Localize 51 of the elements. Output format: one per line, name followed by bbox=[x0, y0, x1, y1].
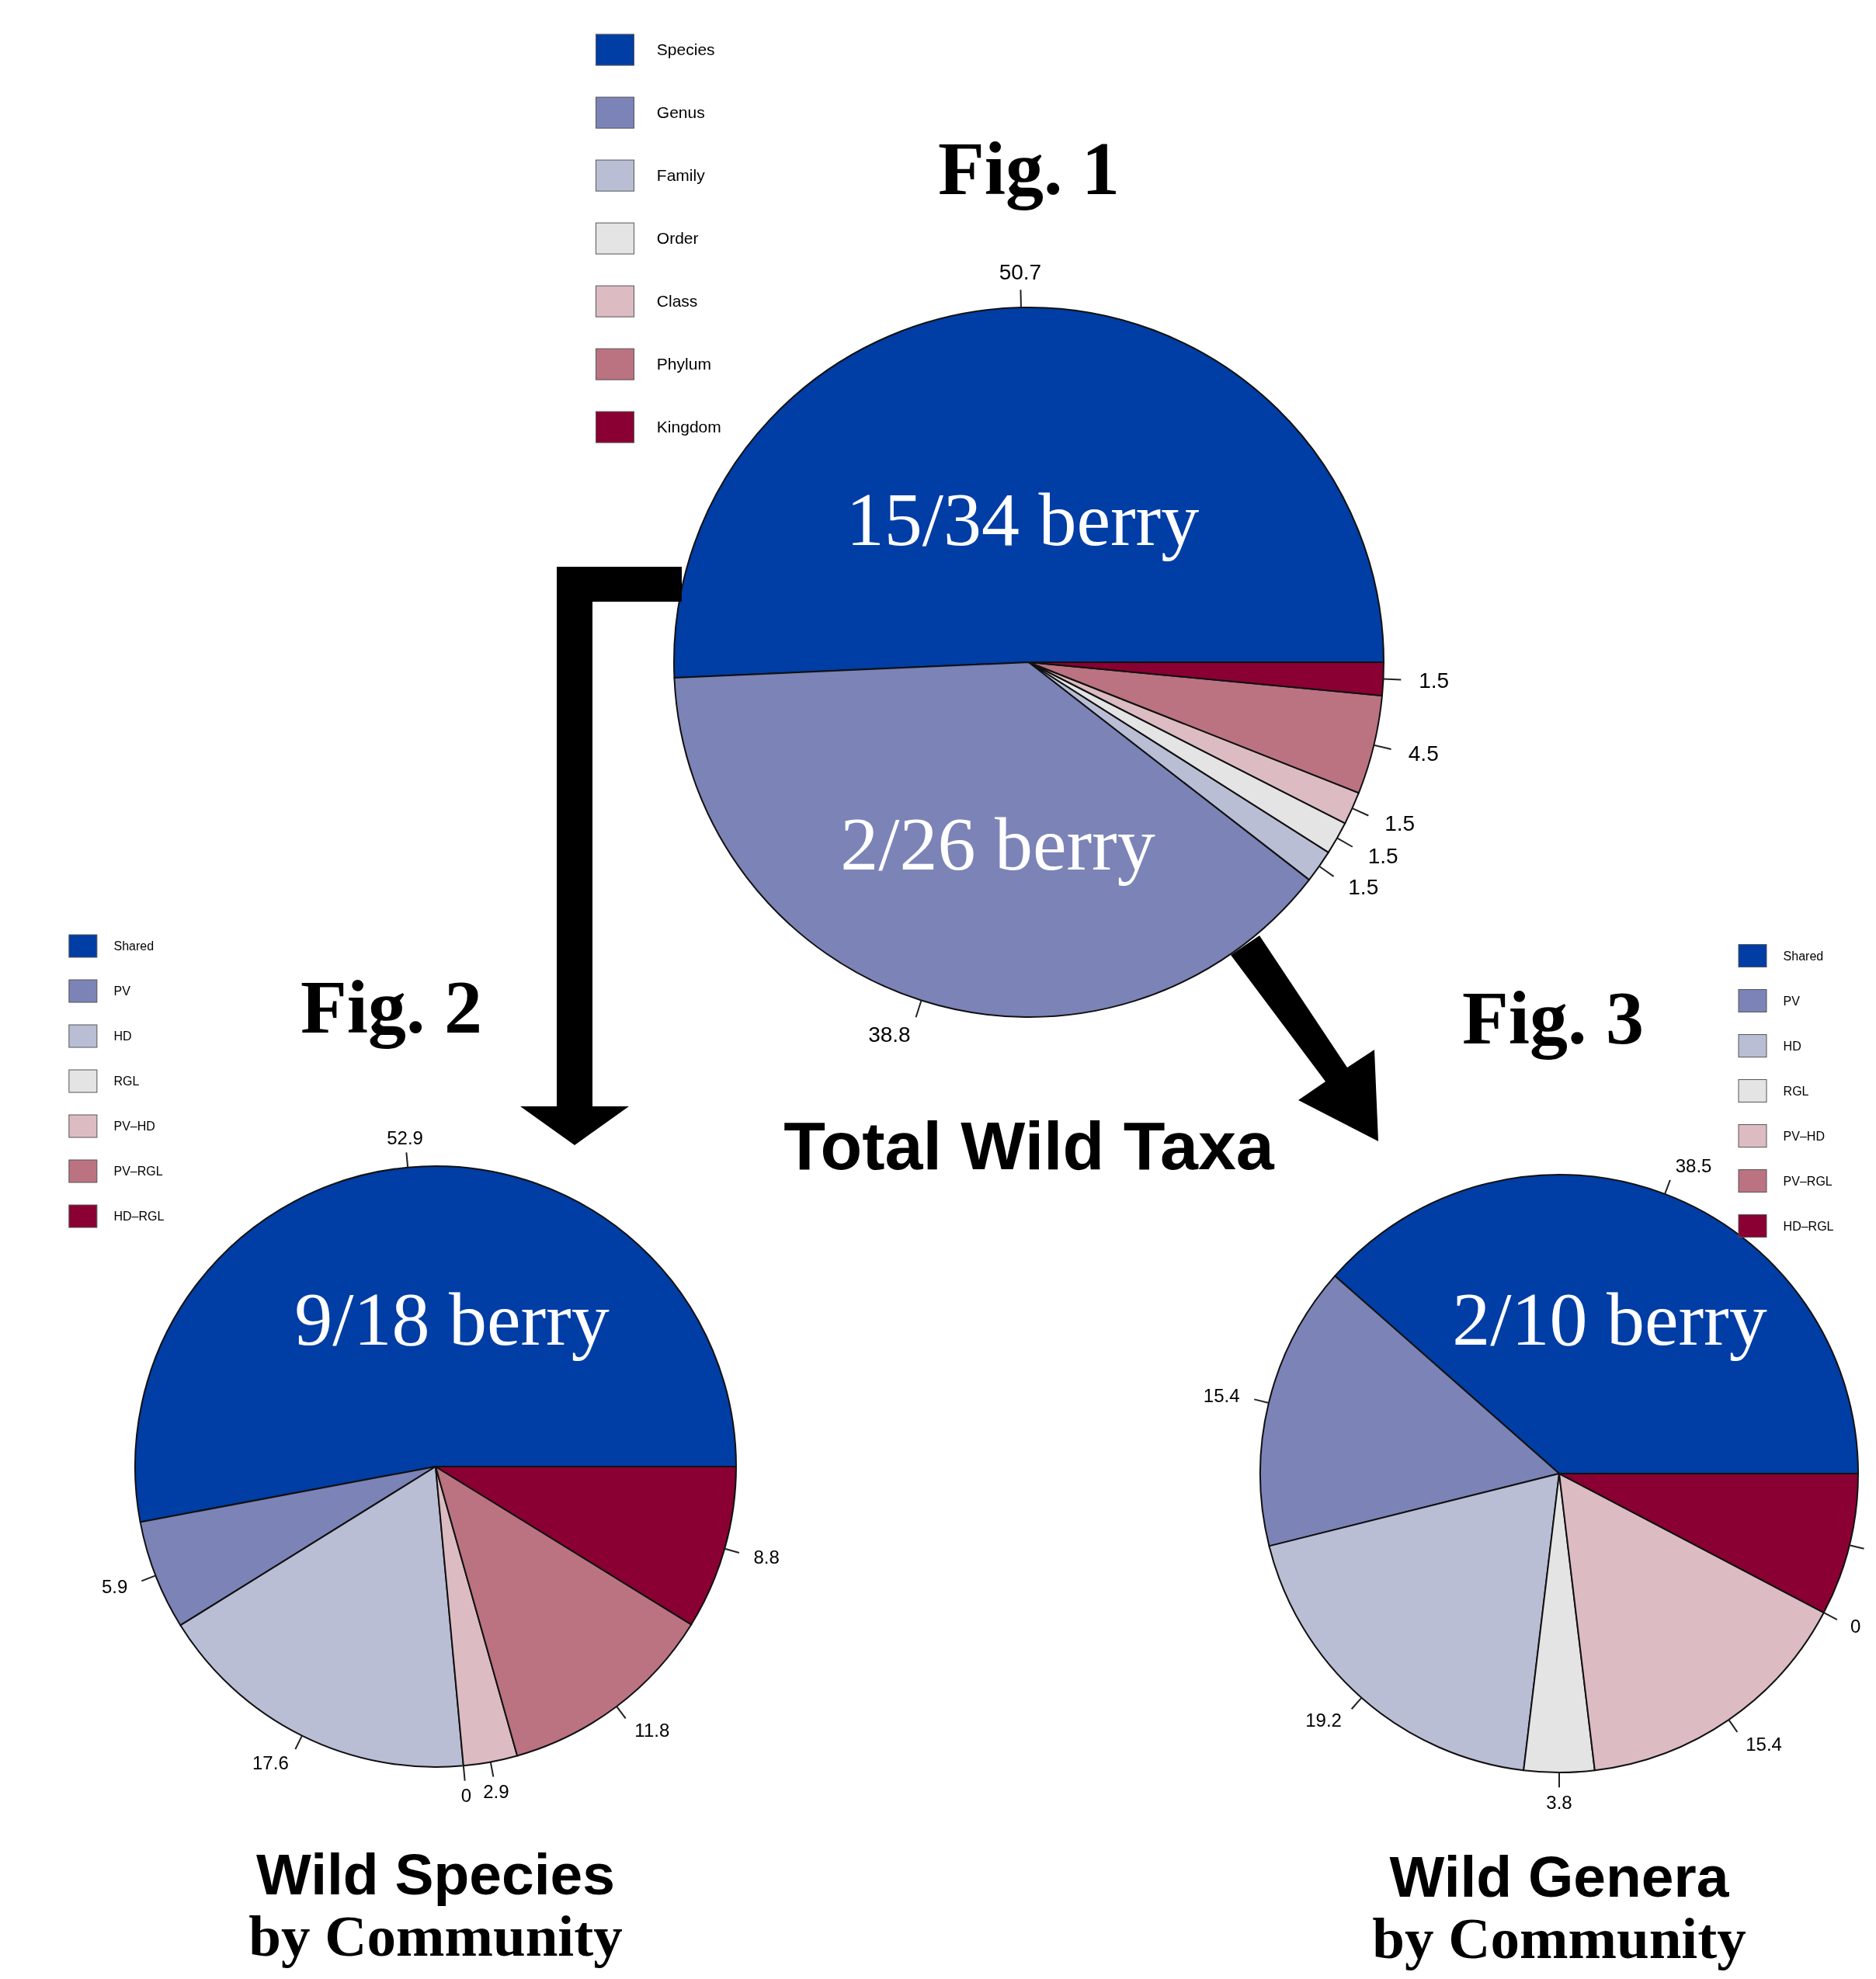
data-label: 1.5 bbox=[1419, 668, 1450, 693]
legend-label: RGL bbox=[113, 1075, 140, 1088]
legend-label: PV–HD bbox=[113, 1120, 155, 1134]
text: 15/34 berry bbox=[846, 477, 1200, 561]
data-label: 38.8 bbox=[868, 1022, 911, 1047]
data-label: 3.8 bbox=[1546, 1791, 1572, 1813]
data-label: 17.6 bbox=[252, 1752, 289, 1773]
text: 2/26 berry bbox=[840, 802, 1155, 886]
chart-title: Fig. 3 bbox=[1461, 976, 1645, 1060]
legend-label: HD–RGL bbox=[1783, 1219, 1834, 1233]
text: 9/18 berry bbox=[294, 1277, 610, 1361]
legend-label: PV–RGL bbox=[113, 1165, 163, 1179]
legend-label: Shared bbox=[1783, 949, 1824, 963]
legend-label: PV bbox=[1783, 994, 1801, 1008]
data-label: 1.5 bbox=[1348, 874, 1379, 899]
legend-label: Genus bbox=[656, 103, 705, 122]
legend-label: PV–RGL bbox=[1783, 1174, 1833, 1188]
data-label: 1.5 bbox=[1384, 811, 1416, 835]
data-label: 50.7 bbox=[999, 260, 1042, 285]
data-label: 2.9 bbox=[483, 1780, 509, 1802]
text: 2/10 berry bbox=[1452, 1277, 1767, 1361]
data-label: 15.4 bbox=[1203, 1385, 1240, 1407]
text: 0 bbox=[460, 1785, 472, 1807]
legend-label: Order bbox=[656, 229, 699, 248]
legend-label: Kingdom bbox=[656, 418, 721, 436]
data-label: 1.5 bbox=[1367, 843, 1398, 868]
legend-label: Family bbox=[656, 166, 706, 185]
legend-label: HD–RGL bbox=[113, 1210, 165, 1224]
legend-label: PV bbox=[113, 984, 131, 998]
legend-label: Phylum bbox=[656, 355, 711, 373]
legend-label: RGL bbox=[1783, 1084, 1809, 1098]
data-label: 52.9 bbox=[387, 1127, 423, 1148]
legend-label: PV–HD bbox=[1783, 1129, 1825, 1143]
data-label: 15.4 bbox=[1746, 1734, 1782, 1755]
data-label: 38.5 bbox=[1675, 1155, 1712, 1177]
text: Total Wild Taxa bbox=[783, 1107, 1275, 1184]
text: Wild Species by Community bbox=[248, 1842, 623, 1968]
data-label: 8.8 bbox=[753, 1546, 780, 1568]
data-label: 5.9 bbox=[101, 1575, 128, 1597]
data-label: 19.2 bbox=[1305, 1710, 1342, 1731]
text: Wild Genera by Community bbox=[1372, 1844, 1746, 1970]
legend-label: HD bbox=[1783, 1039, 1801, 1053]
legend-label: Species bbox=[656, 40, 715, 59]
legend-label: Class bbox=[656, 292, 698, 311]
data-label: 4.5 bbox=[1408, 741, 1439, 766]
data-label: 11.8 bbox=[634, 1720, 670, 1741]
chart-title: Fig. 2 bbox=[300, 965, 483, 1049]
legend-label: HD bbox=[113, 1029, 132, 1043]
text: Fig. 1 bbox=[937, 127, 1120, 210]
legend-label: Shared bbox=[113, 939, 155, 953]
text: 0 bbox=[1850, 1616, 1861, 1637]
